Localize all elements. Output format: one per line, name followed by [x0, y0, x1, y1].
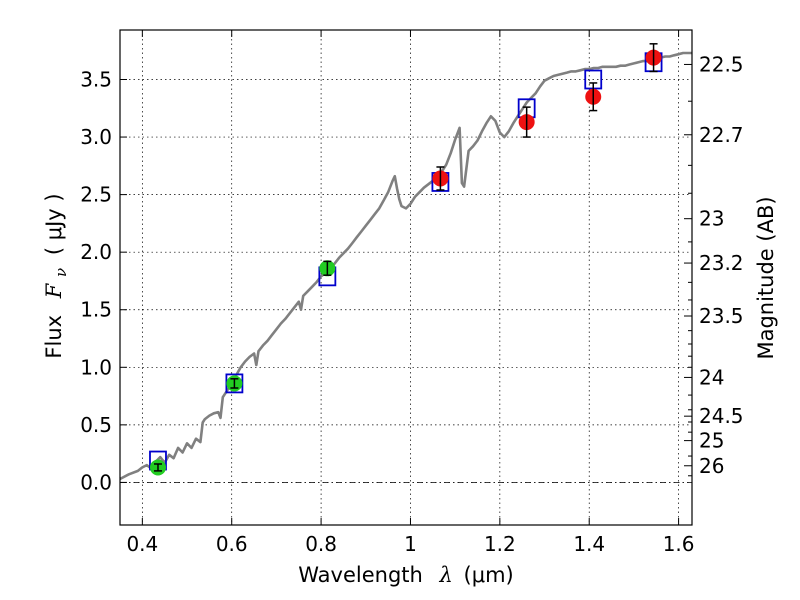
y-tick-label: 2.0 — [80, 240, 112, 264]
y-tick-label: 3.0 — [80, 125, 112, 149]
y-tick-label: 3.5 — [80, 68, 112, 92]
magnitude-tick-label: 24 — [699, 365, 724, 389]
plot-frame — [119, 29, 693, 526]
model-spectrum-layer — [119, 51, 692, 481]
x-tick-label: 0.6 — [216, 532, 248, 556]
y-axis-label-symbol: F — [42, 282, 66, 299]
y-axis-label-text: Flux — [42, 315, 66, 359]
y-tick-label: 2.5 — [80, 183, 112, 207]
model-photometry-layer — [149, 52, 663, 471]
x-axis-label-symbol: λ — [439, 563, 453, 587]
y-axis-label: Flux F ν ( μJy ) — [42, 193, 71, 358]
y-tick-label: 1.0 — [80, 355, 112, 379]
magnitude-tick-label: 23 — [699, 207, 724, 231]
axis-ticks — [120, 30, 692, 525]
x-tick-label: 1 — [404, 532, 417, 556]
x-tick-label: 1.6 — [663, 532, 695, 556]
x-tick-label: 1.2 — [484, 532, 516, 556]
observed-photometry-layer — [149, 43, 662, 476]
magnitude-tick-label: 26 — [699, 454, 724, 478]
x-axis-label: Wavelength λ (μm) — [298, 563, 513, 587]
y-axis-label-subscript: ν — [52, 268, 70, 277]
magnitude-tick-label: 23.2 — [699, 251, 744, 275]
x-tick-label: 0.8 — [305, 532, 337, 556]
magnitude-tick-label: 22.7 — [699, 123, 744, 147]
model-spectrum-line — [119, 51, 692, 481]
tick-labels: 0.4 0.6 0.8 1 1.2 1.4 1.6 0.0 0.5 1.0 1.5 2.0 2.5 3.0… — [80, 52, 743, 556]
grid-lines — [120, 30, 692, 525]
magnitude-tick-label: 22.5 — [699, 52, 744, 76]
magnitude-tick-label: 25 — [699, 429, 724, 453]
y-tick-label: 0.5 — [80, 413, 112, 437]
x-tick-label: 1.4 — [573, 532, 605, 556]
magnitude-tick-label: 23.5 — [699, 304, 744, 328]
y-tick-label: 0.0 — [80, 470, 112, 494]
x-tick-label: 0.4 — [126, 532, 158, 556]
magnitude-tick-label: 24.5 — [699, 404, 744, 428]
right-axis-label: Magnitude (AB) — [754, 196, 778, 359]
x-axis-label-text: Wavelength — [298, 563, 423, 587]
y-tick-label: 1.5 — [80, 298, 112, 322]
x-axis-label-unit: (μm) — [464, 563, 514, 587]
y-axis-label-unit: ( μJy ) — [42, 193, 66, 255]
